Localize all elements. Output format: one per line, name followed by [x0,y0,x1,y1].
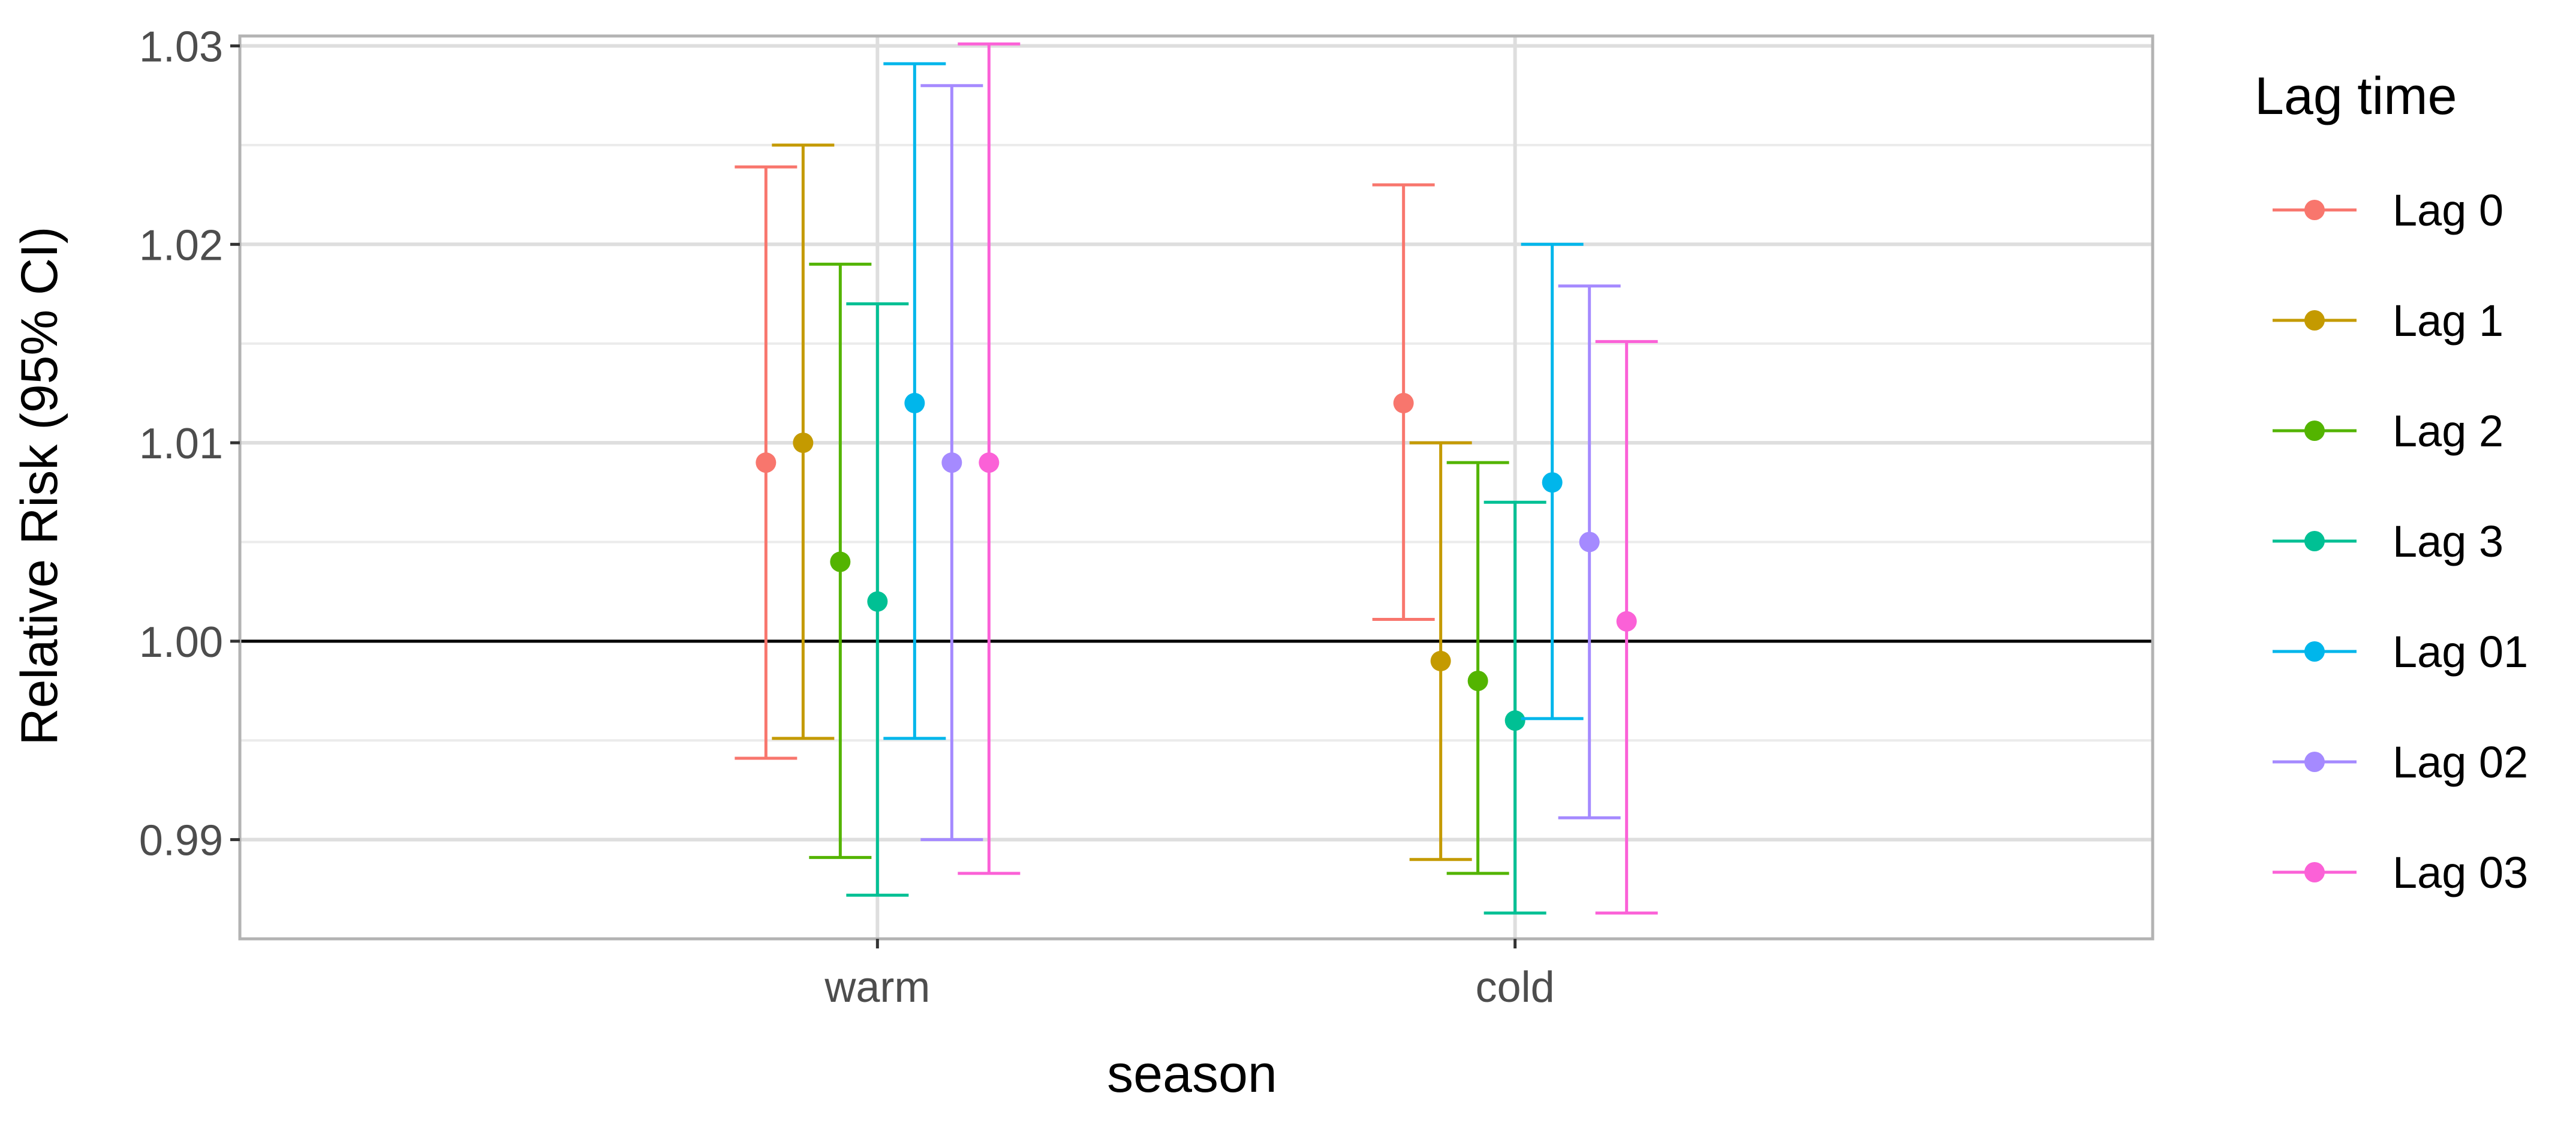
x-tick-label: cold [1476,963,1555,1011]
estimate-point [941,452,962,473]
estimate-point [830,551,851,572]
estimate-point [1616,611,1637,632]
legend-label: Lag 02 [2393,737,2528,787]
series-lag-3 [846,302,1546,915]
x-axis: warm cold [824,939,1555,1011]
y-tick-label: 1.00 [139,618,223,666]
legend-label: Lag 3 [2393,517,2503,566]
estimate-point [1504,710,1525,731]
legend-label: Lag 2 [2393,406,2503,456]
estimate-point [1467,671,1488,691]
series-lag-2 [809,262,1509,875]
estimate-point [904,392,925,413]
estimate-point [1579,532,1600,553]
series-lag-03 [958,42,1658,915]
legend-label: Lag 1 [2393,296,2503,346]
legend-label: Lag 03 [2393,848,2528,897]
legend-item: Lag 03 [2273,848,2528,897]
y-tick-label: 0.99 [139,817,223,865]
series-lag-01 [883,62,1584,740]
legend-item: Lag 2 [2273,406,2503,456]
y-axis-title: Relative Risk (95% CI) [11,227,68,746]
estimate-point [1542,472,1563,493]
legend-key-point [2304,752,2325,772]
legend-key-point [2304,310,2325,331]
legend-label: Lag 01 [2393,627,2528,677]
legend-key-point [2304,641,2325,662]
estimate-point [756,452,777,473]
legend-item: Lag 3 [2273,517,2503,566]
y-tick-label: 1.01 [139,420,223,468]
legend: Lag time Lag 0 Lag 1 Lag 2 Lag 3 Lag 01 Lag 0… [2255,66,2528,897]
series-layer [735,42,1658,915]
estimate-point [979,452,1000,473]
legend-item: Lag 1 [2273,296,2503,346]
y-axis: 0.99 1.00 1.01 1.02 1.03 [139,23,240,865]
series-lag-0 [735,165,1435,760]
legend-item: Lag 01 [2273,627,2528,677]
legend-key-point [2304,531,2325,551]
y-tick-label: 1.03 [139,23,223,71]
legend-key-point [2304,421,2325,441]
panel-border [238,34,2154,941]
x-tick-label: warm [824,963,930,1011]
legend-label: Lag 0 [2393,185,2503,235]
legend-title: Lag time [2255,66,2457,125]
series-lag-02 [920,84,1621,842]
legend-item: Lag 0 [2273,185,2503,235]
y-tick-label: 1.02 [139,221,223,269]
estimate-point [793,433,814,454]
legend-item: Lag 02 [2273,737,2528,787]
estimate-point [867,591,888,612]
x-axis-title: season [1107,1044,1277,1103]
estimate-point [1393,392,1414,413]
legend-key-point [2304,200,2325,220]
legend-key-point [2304,862,2325,882]
estimate-point [1430,650,1451,671]
series-lag-1 [772,143,1472,861]
